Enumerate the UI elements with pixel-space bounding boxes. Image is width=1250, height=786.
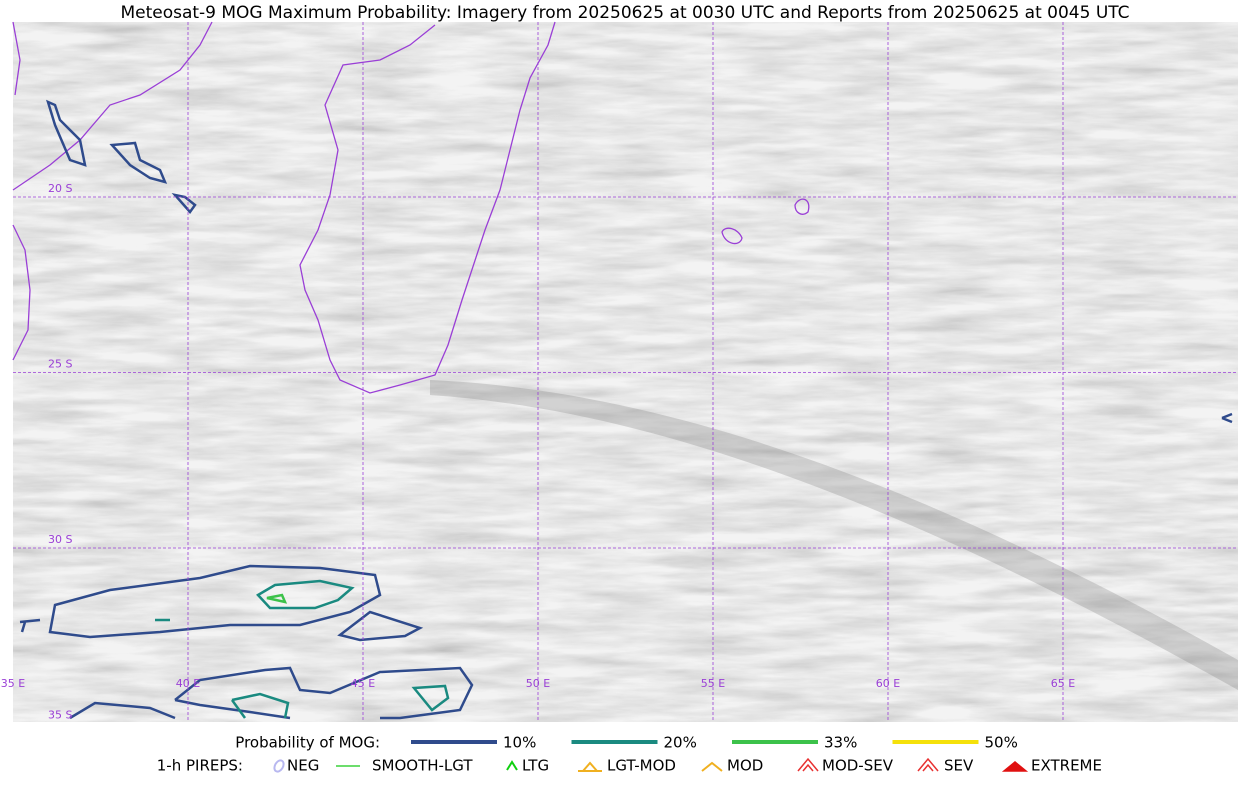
coastlines xyxy=(12,21,810,394)
africa-coast-south xyxy=(12,224,31,361)
legend-label: LGT-MOD xyxy=(607,757,676,775)
contour-20 xyxy=(411,684,450,712)
lon-label: 60 E xyxy=(876,677,900,690)
pirep-icon xyxy=(701,761,723,772)
legend-label: 10% xyxy=(503,734,536,752)
pirep-icon xyxy=(797,757,819,772)
contour-10 xyxy=(48,564,382,639)
pirep-icon xyxy=(917,757,939,772)
legend-label: EXTREME xyxy=(1031,757,1102,775)
lon-label: 45 E xyxy=(351,677,375,690)
legend-label: SMOOTH-LGT xyxy=(372,757,473,775)
legend-label: 33% xyxy=(824,734,857,752)
legend-label: SEV xyxy=(944,757,974,775)
reunion-mauritius xyxy=(721,227,743,245)
africa-coast xyxy=(12,21,213,191)
lat-label: 25 S xyxy=(48,358,72,371)
contour-20 xyxy=(256,579,355,610)
lat-label: 35 S xyxy=(48,709,72,722)
satellite-imagery xyxy=(13,22,1238,722)
legend-title: 1-h PIREPS: xyxy=(157,757,243,775)
contour-10 xyxy=(109,141,168,184)
pirep-icon xyxy=(1001,761,1029,772)
legend-label: NEG xyxy=(287,757,319,775)
pirep-icon xyxy=(578,761,602,772)
mauritius xyxy=(794,198,810,215)
contour-10 xyxy=(19,618,41,633)
africa-coast-north xyxy=(12,21,21,96)
contour-33 xyxy=(266,593,288,604)
legend-label: MOD xyxy=(727,757,763,775)
legend-label: LTG xyxy=(522,757,549,775)
contour-10 xyxy=(174,666,474,720)
imagery-texture xyxy=(13,22,1238,722)
contour-20 xyxy=(230,692,290,719)
contour-10 xyxy=(69,701,176,720)
lon-label: 35 E xyxy=(1,677,25,690)
madagascar xyxy=(299,21,556,394)
lon-label: 55 E xyxy=(701,677,725,690)
contour-10 xyxy=(337,610,424,642)
graticule: 35 E 40 E 45 E 50 E 55 E 60 E 65 E 20 S 25 S 30 S… xyxy=(1,22,1238,722)
lon-label: 65 E xyxy=(1051,677,1075,690)
pirep-icon xyxy=(273,759,285,773)
mog-contours xyxy=(19,99,1233,720)
contour-10 xyxy=(171,193,197,215)
legend-label: 50% xyxy=(985,734,1018,752)
legend-label: MOD-SEV xyxy=(822,757,894,775)
title: Meteosat-9 MOG Maximum Probability: Imag… xyxy=(120,3,1129,23)
legend-title: Probability of MOG: xyxy=(235,734,380,752)
pirep-icon xyxy=(506,760,518,771)
legend-label: 20% xyxy=(664,734,697,752)
lat-label: 30 S xyxy=(48,533,72,546)
lon-label: 50 E xyxy=(526,677,550,690)
legend: Probability of MOG: 10% 20% 33% 50% 1-h PIREP… xyxy=(157,734,1102,775)
contour-10 xyxy=(1221,412,1233,424)
contour-10 xyxy=(46,99,87,167)
lat-label: 20 S xyxy=(48,182,72,195)
lon-label: 40 E xyxy=(176,677,200,690)
